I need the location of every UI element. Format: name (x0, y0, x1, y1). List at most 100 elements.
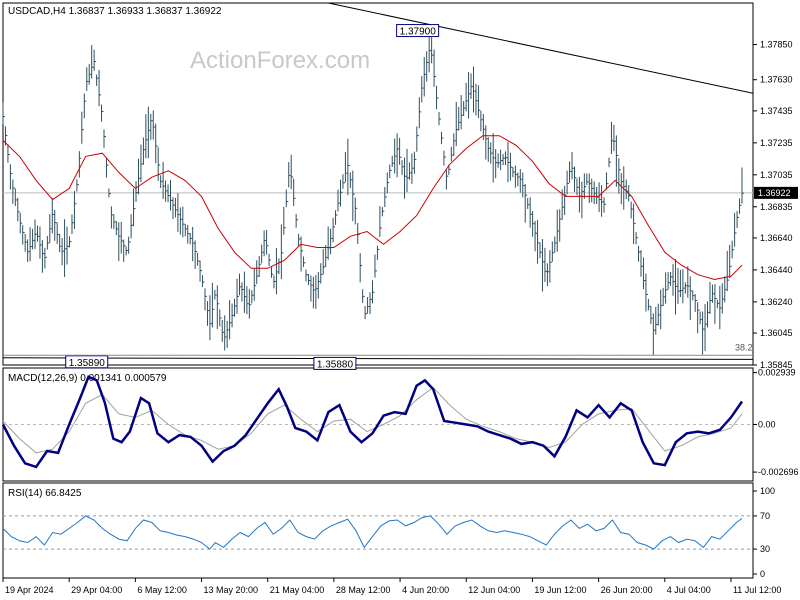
ohlc-bar (226, 320, 230, 348)
ohlc-bar (687, 266, 690, 298)
ohlc-bar (14, 188, 18, 207)
ohlc-bar (660, 289, 663, 330)
ohlc-bar (529, 197, 533, 228)
ohlc-bar (677, 267, 680, 304)
ohlc-bar (206, 301, 210, 326)
ohlc-bar (514, 165, 518, 188)
ohlc-bar (702, 311, 705, 355)
ohlc-bar (480, 110, 483, 132)
ohlc-bar (307, 274, 311, 285)
ohlc-bar (179, 207, 183, 235)
ohlc-bar (7, 144, 10, 163)
ohlc-bar (83, 93, 87, 119)
ohlc-bar (359, 253, 363, 283)
ohlc-bar (137, 158, 141, 195)
ohlc-bar (448, 164, 451, 175)
ohlc-bar (128, 236, 131, 254)
ohlc-bar (330, 228, 333, 255)
price-tick-label: 1.36045 (760, 328, 793, 338)
annotation-box (396, 24, 440, 38)
ohlc-bar (610, 121, 614, 154)
ohlc-bar (505, 151, 508, 166)
macd-tick-label: 0.002939 (758, 368, 796, 378)
ohlc-bar (120, 221, 124, 254)
ohlc-bar (268, 253, 272, 266)
ohlc-bar (633, 203, 636, 245)
ohlc-bar (322, 248, 326, 275)
ohlc-bar (411, 153, 414, 184)
ohlc-bar (495, 149, 498, 179)
ohlc-bar (352, 170, 355, 222)
ohlc-bar (256, 260, 259, 284)
ohlc-bar (204, 288, 207, 311)
ohlc-bar (517, 172, 520, 187)
ohlc-bar (248, 288, 252, 319)
ohlc-bar (544, 247, 547, 282)
ohlc-bar (436, 85, 439, 110)
price-annotations: 1.37900 1.35890 1.35880 38.2 (3, 24, 753, 370)
ohlc-bar (630, 201, 634, 219)
ohlc-bar (59, 234, 62, 253)
ohlc-bar (593, 181, 597, 205)
ohlc-bar (354, 197, 358, 225)
price-tick-label: 1.37035 (760, 170, 793, 180)
ohlc-bar (44, 247, 47, 269)
price-axis-labels: 1.37850 1.37630 1.37435 1.37235 1.37035 1.368… (753, 40, 798, 370)
ohlc-bar (556, 209, 560, 252)
moving-average-path (2, 135, 743, 281)
ohlc-bar (177, 193, 180, 232)
ohlc-bar (246, 286, 249, 315)
ohlc-bar (96, 74, 99, 86)
ohlc-bar (527, 198, 530, 209)
ohlc-bar (182, 206, 185, 238)
ohlc-bar (583, 173, 587, 199)
ohlc-bar (541, 239, 545, 292)
ohlc-bar (2, 102, 5, 125)
ohlc-bar (73, 191, 77, 229)
price-tick-label: 1.36640 (760, 233, 793, 243)
ohlc-bar (734, 212, 737, 247)
price-tick-label: 1.36835 (760, 202, 793, 212)
ohlc-bar (571, 151, 575, 180)
ohlc-bar (46, 235, 50, 250)
price-tick-label: 1.37850 (760, 40, 793, 50)
ohlc-bar (578, 176, 582, 213)
ohlc-bar (300, 236, 304, 272)
ohlc-bar (406, 148, 409, 193)
ohlc-bar (401, 160, 405, 175)
ohlc-bar (655, 306, 658, 335)
ohlc-bar (167, 184, 171, 203)
ohlc-bar (298, 233, 301, 247)
ohlc-bar (64, 219, 67, 277)
ohlc-bar (199, 260, 203, 282)
ohlc-bar (642, 257, 646, 290)
ohlc-bar (554, 236, 557, 253)
ohlc-bar (123, 239, 126, 262)
ohlc-bar (719, 285, 722, 330)
ohlc-bar (101, 104, 104, 122)
ohlc-bar (362, 289, 365, 303)
ohlc-bar (485, 125, 488, 160)
ohlc-bar (423, 56, 427, 97)
ohlc-bar (509, 152, 513, 181)
ohlc-bar (591, 178, 594, 203)
ohlc-bar (549, 250, 552, 283)
ohlc-bar (475, 83, 478, 116)
ohlc-bar (450, 146, 454, 162)
ohlc-bar (613, 124, 616, 152)
ohlc-bar (243, 271, 247, 313)
ohlc-bar (288, 162, 291, 188)
ohlc-bar (236, 278, 240, 314)
ohlc-bar (105, 157, 109, 178)
ohlc-bar (275, 248, 279, 295)
current-price-label: 1.36922 (758, 188, 791, 198)
ohlc-bar (155, 123, 158, 164)
ohlc-bar (455, 101, 459, 147)
rsi-panel-title: RSI(14) 66.8425 (8, 488, 82, 499)
ohlc-bar (303, 256, 306, 267)
ohlc-bar (194, 240, 198, 269)
ohlc-bar (118, 222, 121, 262)
ohlc-bar (160, 175, 163, 189)
ohlc-bar (645, 273, 648, 312)
ohlc-bar (413, 151, 417, 174)
